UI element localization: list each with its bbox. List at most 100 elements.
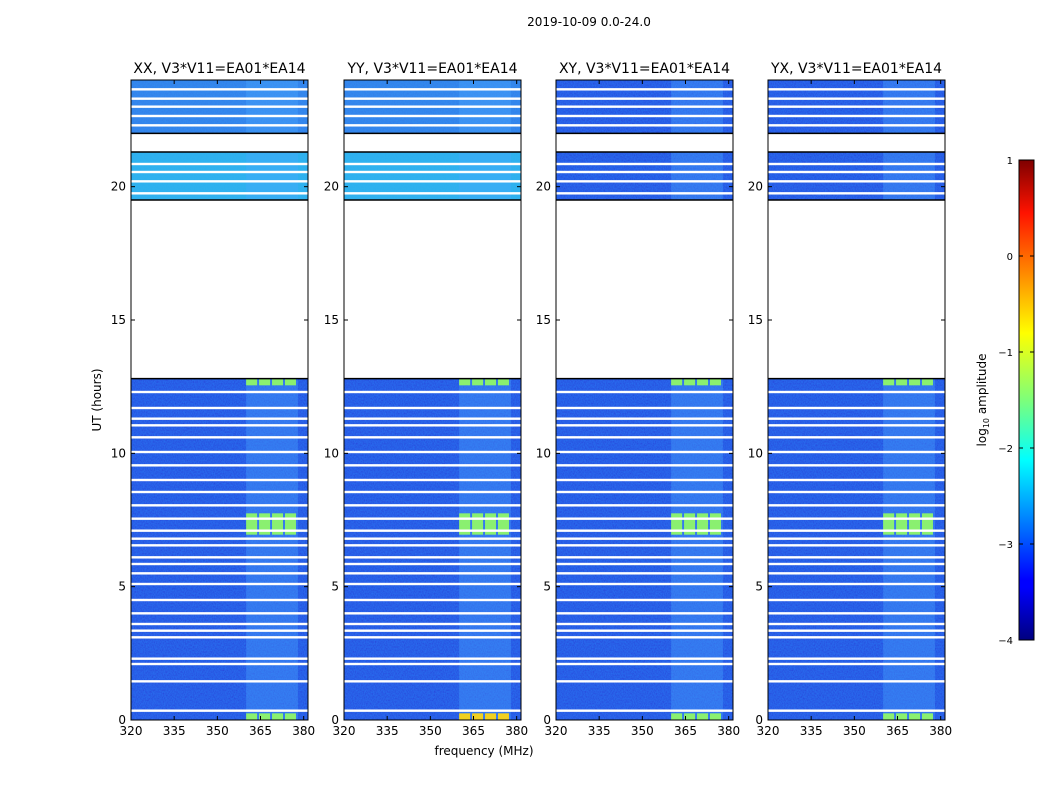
flagged-row	[556, 464, 733, 467]
panel-title: YX, V3*V11=EA01*EA14	[770, 61, 942, 77]
panel-frame	[130, 79, 309, 721]
rfi-block	[697, 713, 709, 720]
flagged-row	[768, 105, 945, 108]
flagged-row	[556, 622, 733, 626]
rfi-block	[272, 713, 284, 720]
y-tick-label: 15	[536, 313, 551, 327]
flagged-row	[768, 556, 945, 559]
rfi-block	[709, 378, 721, 386]
x-tick-label: 335	[376, 724, 399, 738]
flagged-row	[344, 598, 521, 602]
x-tick-label: 365	[886, 724, 909, 738]
y-tick-label: 10	[324, 446, 339, 460]
rfi-block	[459, 513, 471, 535]
flagged-row	[556, 562, 733, 566]
flagged-row	[131, 114, 308, 118]
panel-yx: YX, V3*V11=EA01*EA14 320 335 350 365 380 0 5 10 1…	[748, 61, 952, 738]
flagged-row	[768, 478, 945, 482]
flagged-row	[556, 544, 733, 547]
flagged-row	[344, 582, 521, 586]
flagged-row	[556, 629, 733, 632]
flagged-row	[131, 424, 308, 427]
flagged-row	[131, 436, 308, 439]
rfi-block	[709, 713, 721, 720]
flagged-row	[131, 170, 308, 174]
y-tick-label: 5	[331, 580, 339, 594]
flagged-row	[344, 680, 521, 683]
rfi-block	[684, 713, 696, 720]
flagged-row	[344, 490, 521, 494]
rfi-block	[883, 713, 895, 720]
flagged-row	[768, 562, 945, 566]
flagged-row	[768, 544, 945, 547]
flagged-row	[768, 490, 945, 494]
flagged-row	[768, 450, 945, 454]
flagged-row	[556, 180, 733, 183]
flagged-row	[131, 517, 308, 520]
rfi-block	[497, 713, 509, 720]
flagged-row	[131, 406, 308, 410]
panel-frame	[343, 79, 522, 721]
rfi-block	[671, 713, 683, 720]
flagged-row	[131, 598, 308, 602]
flagged-row	[344, 657, 521, 660]
data-gap	[768, 200, 945, 379]
flagged-row	[556, 582, 733, 586]
rfi-block	[246, 378, 258, 386]
flagged-row	[131, 124, 308, 127]
x-tick-label: 380	[717, 724, 740, 738]
rfi-block	[259, 378, 271, 386]
y-tick-label: 10	[536, 446, 551, 460]
flagged-row	[768, 629, 945, 632]
figure-suptitle: 2019-10-09 0.0-24.0	[527, 15, 651, 29]
rfi-block	[709, 513, 721, 535]
flagged-row	[131, 180, 308, 183]
data-gap	[556, 200, 733, 379]
flagged-row	[768, 88, 945, 91]
colorbar-tick-label: −4	[998, 636, 1013, 647]
flagged-row	[131, 556, 308, 559]
x-tick-label: 380	[292, 724, 315, 738]
panel-xy: XY, V3*V11=EA01*EA14 320 335 350 365 380 0 5 10 1…	[536, 61, 740, 738]
data-gap	[344, 133, 521, 152]
flagged-row	[556, 490, 733, 494]
flagged-row	[344, 424, 521, 427]
y-tick-label: 20	[111, 180, 126, 194]
rfi-block	[883, 378, 895, 386]
panel-xx: XX, V3*V11=EA01*EA14 320 335 350 365 380 0 5 10 1…	[111, 61, 315, 738]
flagged-row	[344, 709, 521, 712]
bright-segment	[131, 152, 308, 200]
y-tick-label: 5	[755, 580, 763, 594]
rfi-block	[472, 713, 484, 720]
y-tick-label: 5	[118, 580, 126, 594]
flagged-row	[131, 622, 308, 626]
y-tick-label: 15	[111, 313, 126, 327]
flagged-row	[768, 582, 945, 586]
y-tick-label: 20	[324, 180, 339, 194]
panels-group: XX, V3*V11=EA01*EA14 320 335 350 365 380 0 5 10 1…	[111, 61, 952, 738]
flagged-row	[556, 97, 733, 100]
flagged-row	[768, 162, 945, 166]
rfi-block	[497, 513, 509, 535]
flagged-row	[556, 424, 733, 427]
flagged-row	[556, 192, 733, 195]
flagged-row	[768, 680, 945, 683]
rfi-block	[883, 513, 895, 535]
flagged-row	[768, 636, 945, 639]
flagged-row	[131, 88, 308, 91]
flagged-row	[344, 105, 521, 108]
x-tick-label: 320	[757, 724, 780, 738]
flagged-row	[768, 170, 945, 174]
rfi-block	[272, 513, 284, 535]
rfi-block	[896, 513, 908, 535]
flagged-row	[556, 162, 733, 166]
panel-yy: YY, V3*V11=EA01*EA14 320 335 350 365 380 0 5 10 1…	[324, 61, 528, 738]
x-tick-label: 350	[206, 724, 229, 738]
flagged-row	[556, 436, 733, 439]
flagged-row	[556, 88, 733, 91]
y-axis-label: UT (hours)	[90, 368, 104, 431]
flagged-row	[344, 629, 521, 632]
flagged-row	[131, 680, 308, 683]
data-gap	[556, 133, 733, 152]
